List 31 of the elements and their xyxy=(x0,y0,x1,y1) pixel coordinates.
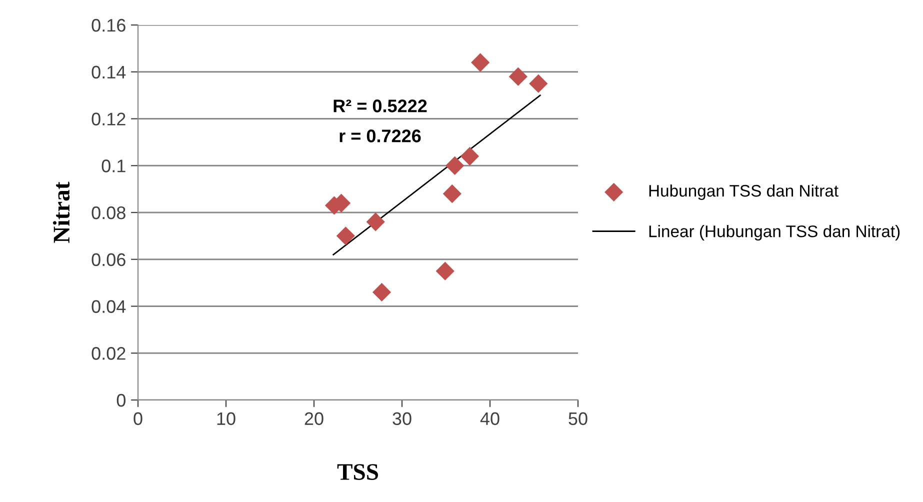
y-tick-label: 0.1 xyxy=(102,160,126,172)
point xyxy=(336,226,355,246)
annotation: R² = 0.5222 xyxy=(334,100,427,112)
x-tick-label: 40 xyxy=(480,412,500,426)
x-tick-label: 30 xyxy=(392,412,412,426)
x-tick-label: 20 xyxy=(304,412,324,426)
x-tick-label: 10 xyxy=(217,412,236,426)
point xyxy=(508,67,528,86)
point xyxy=(471,53,490,72)
x-axis-title: TSS xyxy=(337,464,378,480)
point xyxy=(460,146,480,166)
legend-label: Linear (Hubungan TSS dan Nitrat) xyxy=(649,225,900,241)
y-tick-label: 0.12 xyxy=(92,112,126,126)
y-tick-label: 0.16 xyxy=(92,18,126,32)
y-tick-label: 0.02 xyxy=(92,347,126,360)
legend-label: Hubungan TSS dan Nitrat xyxy=(649,184,838,200)
point xyxy=(529,74,548,93)
y-tick-label: 0.14 xyxy=(92,66,126,79)
x-tick-label: 50 xyxy=(568,412,588,426)
y-tick-label: 0.04 xyxy=(92,300,126,313)
point xyxy=(442,184,462,204)
point xyxy=(372,282,392,302)
y-tick-label: 0.08 xyxy=(92,206,126,220)
point xyxy=(366,212,385,232)
y-tick-label: 0 xyxy=(116,394,126,407)
annotation: r = 0.7226 xyxy=(340,130,421,142)
point xyxy=(445,156,464,175)
y-tick-label: 0.06 xyxy=(92,253,126,266)
point xyxy=(436,262,454,280)
x-tick-label: 0 xyxy=(134,412,142,426)
y-axis-title: Nitrat xyxy=(52,182,70,243)
